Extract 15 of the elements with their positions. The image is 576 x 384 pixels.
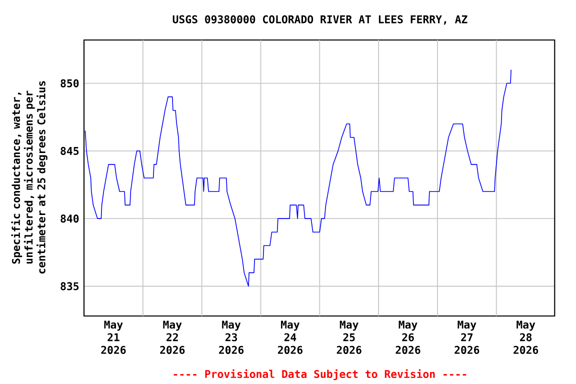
- x-tick-label: May 26 2026: [396, 320, 420, 354]
- x-tick-label: May 28 2026: [514, 320, 538, 354]
- x-tick-label: May 25 2026: [336, 320, 362, 354]
- x-tick-label: May 27 2026: [454, 320, 480, 354]
- x-tick-label: May 21 2026: [101, 320, 126, 354]
- x-tick-label: May 23 2026: [219, 320, 244, 354]
- text: ---- Provisional Data Subject to Revision ----: [174, 369, 466, 380]
- chart-title: USGS 09380000 COLORADO RIVER AT LEES FERRY, AZ: [172, 15, 468, 25]
- y-tick-label: 845: [60, 146, 79, 155]
- x-tick-label: May 22 2026: [160, 320, 185, 354]
- y-axis-title: Specific conductance, water, unfiltered, microsiemens per centimeter at 25 degrees Celsius: [11, 81, 48, 274]
- x-tick-label: May 24 2026: [278, 320, 302, 354]
- y-tick-label: 840: [60, 214, 79, 223]
- y-tick-label: 835: [60, 282, 79, 290]
- y-tick-label: 850: [60, 79, 79, 88]
